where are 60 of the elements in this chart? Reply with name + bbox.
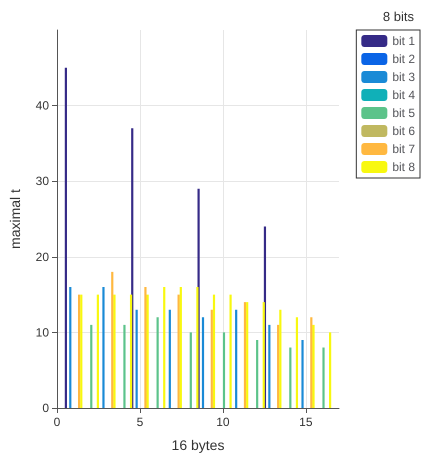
- bar: [64, 68, 67, 408]
- bar: [329, 332, 332, 408]
- y-tick-label: 30: [36, 174, 50, 188]
- bar: [301, 340, 304, 408]
- bar: [202, 317, 204, 408]
- bar: [312, 324, 315, 408]
- y-tick-label: 20: [36, 250, 50, 264]
- legend-label: bit 2: [392, 52, 416, 66]
- bar: [222, 332, 226, 408]
- bar: [123, 324, 126, 408]
- bar: [102, 287, 105, 408]
- legend-label: bit 4: [392, 88, 416, 102]
- bar: [180, 287, 182, 408]
- bar: [78, 294, 80, 408]
- bar: [163, 287, 166, 408]
- bar: [229, 294, 232, 408]
- legend-title: 8 bits: [382, 9, 414, 24]
- x-tick-label: 0: [54, 415, 61, 429]
- bar: [212, 294, 216, 408]
- bar: [146, 294, 149, 408]
- bar: [111, 272, 114, 408]
- legend-label: bit 6: [392, 124, 416, 138]
- bar: [190, 332, 192, 408]
- bar: [69, 287, 72, 408]
- bar: [244, 302, 246, 408]
- bar: [322, 348, 325, 408]
- bar: [210, 310, 213, 408]
- y-tick-label: 10: [36, 325, 50, 340]
- bar: [196, 287, 199, 408]
- x-axis-title: 16 bytes: [172, 437, 224, 453]
- bar: [279, 310, 282, 408]
- y-axis-title: maximal t: [7, 188, 23, 249]
- y-tick-label: 0: [42, 401, 50, 415]
- legend-label: bit 8: [392, 160, 416, 174]
- bar: [90, 324, 92, 408]
- x-tick-label: 10: [216, 415, 230, 429]
- legend-label: bit 1: [392, 34, 416, 48]
- legend-label: bit 5: [392, 106, 416, 120]
- bar: [96, 294, 99, 408]
- bar: [277, 324, 280, 408]
- bar: [178, 294, 180, 408]
- bar: [136, 310, 138, 408]
- bar: [256, 340, 258, 408]
- bar: [144, 287, 147, 408]
- bar: [246, 302, 248, 408]
- bar: [289, 348, 292, 408]
- bar: [268, 324, 270, 408]
- bar: [113, 294, 116, 408]
- bar: [310, 317, 312, 408]
- bar: [296, 317, 298, 408]
- legend-label: bit 3: [392, 70, 416, 84]
- x-tick-label: 15: [299, 415, 313, 429]
- bar: [168, 310, 171, 408]
- bar: [156, 317, 159, 408]
- y-tick-label: 40: [36, 98, 50, 113]
- x-tick-label: 5: [136, 415, 144, 429]
- bar: [262, 302, 265, 408]
- bar: [235, 310, 238, 408]
- legend-label: bit 7: [392, 142, 416, 156]
- bar: [130, 294, 132, 408]
